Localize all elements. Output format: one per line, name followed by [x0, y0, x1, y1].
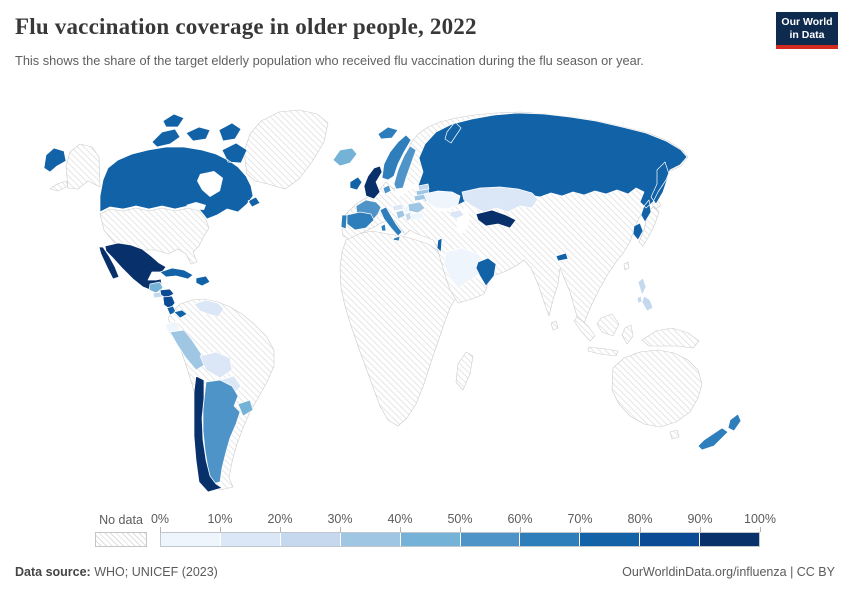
legend-tick-mark	[400, 527, 401, 532]
landmass-sulawesi[interactable]	[621, 324, 634, 345]
country-canada[interactable]	[99, 113, 261, 220]
legend-bin[interactable]	[161, 533, 221, 546]
country-denmark[interactable]	[382, 184, 392, 195]
country-saudi-arabia[interactable]	[443, 247, 487, 289]
country-uruguay[interactable]	[237, 399, 254, 417]
legend-bin[interactable]	[640, 533, 701, 546]
legend-tick-label: 60%	[507, 512, 533, 526]
country-el-salvador[interactable]	[152, 291, 163, 299]
legend-tick-mark	[460, 527, 461, 532]
legend-tick-label: 50%	[447, 512, 473, 526]
landmass-taiwan[interactable]	[623, 261, 630, 271]
map-legend: No data 0% 10% 20% 30% 40% 50% 60% 70% 80% 90% 100…	[0, 512, 850, 552]
legend-tick-label: 10%	[207, 512, 233, 526]
legend-tick-mark	[220, 527, 221, 532]
legend-tick-label: 0%	[150, 512, 170, 526]
country-panama[interactable]	[173, 309, 188, 319]
legend-tick-label: 80%	[627, 512, 653, 526]
legend-tick-mark	[340, 527, 341, 532]
legend-tick-mark	[700, 527, 701, 532]
landmass-madagascar[interactable]	[455, 351, 474, 391]
legend-tick-mark	[160, 527, 161, 532]
legend-tick-mark	[760, 527, 761, 532]
owid-logo-line2: in Data	[789, 28, 825, 41]
legend-tick-label: 90%	[687, 512, 713, 526]
country-kazakhstan[interactable]	[461, 186, 539, 213]
landmass-borneo[interactable]	[596, 313, 620, 337]
legend-tick-mark	[280, 527, 281, 532]
country-georgia-azerbaijan[interactable]	[449, 209, 465, 220]
country-uzbekistan[interactable]	[475, 209, 517, 229]
great-lakes	[186, 202, 206, 210]
landmass-greenland[interactable]	[243, 109, 329, 190]
country-cuba[interactable]	[159, 267, 194, 280]
legend-tick-mark	[520, 527, 521, 532]
landmass-alaska[interactable]	[49, 143, 101, 192]
chart-subtitle: This shows the share of the target elder…	[15, 53, 644, 68]
legend-no-data-swatch[interactable]	[95, 532, 147, 547]
owid-logo[interactable]: Our World in Data	[776, 12, 838, 49]
country-dominican-republic[interactable]	[195, 275, 211, 287]
legend-bin[interactable]	[220, 533, 281, 546]
legend-bar	[160, 532, 760, 547]
landmass-sumatra[interactable]	[573, 316, 596, 342]
country-united-kingdom[interactable]	[363, 165, 383, 200]
legend-tick-label: 20%	[267, 512, 293, 526]
legend-bin[interactable]	[340, 533, 401, 546]
legend-bin[interactable]	[400, 533, 461, 546]
legend-tick-mark	[580, 527, 581, 532]
landmass-australia[interactable]	[611, 349, 703, 440]
country-ecuador[interactable]	[164, 320, 181, 337]
country-romania[interactable]	[407, 201, 426, 214]
country-south-korea[interactable]	[632, 222, 644, 241]
hudson-bay	[197, 171, 223, 197]
country-philippines[interactable]	[636, 277, 654, 312]
country-iceland[interactable]	[332, 147, 358, 167]
data-source-label: Data source:	[15, 565, 91, 579]
country-ireland[interactable]	[349, 176, 363, 191]
country-guatemala[interactable]	[148, 281, 164, 294]
country-oman-uae[interactable]	[475, 257, 497, 287]
legend-tick-label: 40%	[387, 512, 413, 526]
landmass-new-guinea[interactable]	[641, 327, 700, 349]
country-mexico[interactable]	[98, 242, 167, 292]
country-bulgaria[interactable]	[409, 211, 425, 221]
legend-tick-label: 30%	[327, 512, 353, 526]
data-source: Data source: WHO; UNICEF (2023)	[15, 565, 218, 579]
legend-tick-label: 70%	[567, 512, 593, 526]
country-sweden[interactable]	[393, 145, 417, 190]
world-map	[0, 105, 850, 505]
page-title: Flu vaccination coverage in older people…	[15, 14, 477, 39]
country-new-zealand[interactable]	[697, 413, 742, 451]
legend-bin[interactable]	[580, 533, 641, 546]
country-bhutan[interactable]	[555, 252, 569, 262]
legend-tick-label: 100%	[744, 512, 776, 526]
legend-bin[interactable]	[460, 533, 521, 546]
country-spain[interactable]	[346, 211, 375, 231]
legend-tick-labels: 0% 10% 20% 30% 40% 50% 60% 70% 80% 90% 100%	[151, 512, 776, 527]
owid-logo-line1: Our World	[781, 16, 833, 29]
legend-ticks	[160, 527, 761, 532]
footer-link[interactable]: OurWorldinData.org/influenza | CC BY	[622, 565, 835, 579]
country-argentina[interactable]	[202, 379, 241, 485]
landmass-africa[interactable]	[339, 230, 476, 427]
country-portugal[interactable]	[340, 214, 348, 230]
country-ukraine[interactable]	[423, 190, 461, 210]
data-source-text[interactable]: WHO; UNICEF (2023)	[94, 565, 218, 579]
legend-bin[interactable]	[520, 533, 581, 546]
country-norway[interactable]	[377, 126, 412, 181]
country-italy[interactable]	[379, 206, 403, 242]
landmass-java[interactable]	[587, 346, 619, 357]
country-israel[interactable]	[436, 237, 443, 253]
legend-bin[interactable]	[280, 533, 341, 546]
legend-tick-mark	[640, 527, 641, 532]
landmass-sri-lanka[interactable]	[550, 320, 559, 331]
country-venezuela[interactable]	[193, 299, 225, 318]
country-bolivia[interactable]	[199, 351, 233, 379]
country-croatia[interactable]	[395, 209, 406, 220]
country-chile[interactable]	[193, 375, 223, 493]
legend-bin[interactable]	[700, 533, 760, 546]
legend-no-data-label: No data	[99, 513, 143, 527]
